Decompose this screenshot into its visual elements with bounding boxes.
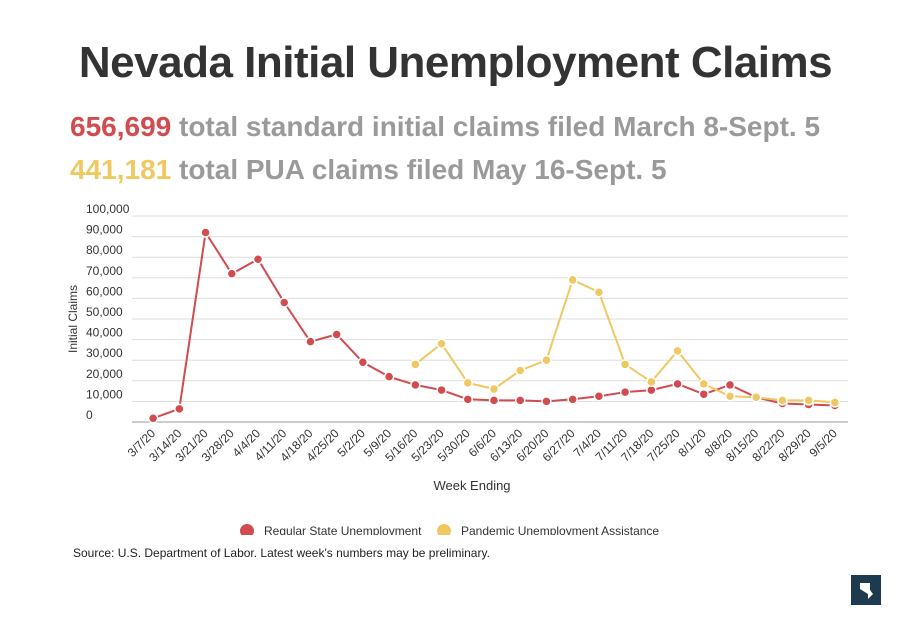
data-point — [488, 383, 500, 395]
standard-claims-stat: 656,699 total standard initial claims fi… — [70, 111, 820, 143]
data-point — [803, 395, 814, 406]
data-point — [331, 329, 342, 340]
y-tick-label: 50,000 — [86, 305, 123, 319]
data-point — [567, 274, 578, 286]
data-point — [383, 371, 395, 382]
y-tick-label: 80,000 — [86, 243, 123, 257]
data-point — [724, 379, 736, 391]
data-point — [226, 268, 238, 279]
data-point — [462, 377, 474, 389]
data-point — [646, 376, 657, 388]
y-tick-label: 40,000 — [86, 326, 123, 340]
data-point — [724, 391, 736, 402]
data-point — [200, 227, 211, 238]
data-point — [462, 394, 474, 405]
data-point — [305, 336, 316, 347]
data-point — [777, 395, 788, 406]
data-point — [252, 254, 264, 265]
pua-claims-total: 441,181 — [70, 154, 172, 185]
data-point — [514, 395, 526, 406]
chart-title: Nevada Initial Unemployment Claims — [78, 38, 833, 87]
data-point — [672, 378, 683, 390]
data-point — [147, 413, 159, 424]
standard-claims-text: total standard initial claims filed Marc… — [179, 111, 821, 142]
y-tick-label: 30,000 — [86, 346, 123, 360]
data-point — [619, 386, 631, 398]
nevada-logo-icon — [851, 575, 881, 605]
data-point — [436, 384, 447, 396]
data-point — [410, 379, 421, 391]
data-point — [593, 286, 605, 298]
legend-label: Pandemic Unemployment Assistance — [461, 524, 659, 535]
line-chart: 0 10,000 20,000 30,000 40,000 50,000 60,000 70,… — [66, 202, 848, 535]
data-point — [698, 388, 710, 400]
pua-claims-text: total PUA claims filed May 16-Sept. 5 — [179, 154, 667, 185]
data-point — [278, 297, 290, 308]
legend-label: Regular State Unemployment — [264, 524, 422, 535]
y-tick-label: 70,000 — [86, 264, 123, 278]
data-point — [357, 357, 369, 368]
legend-marker — [437, 524, 451, 535]
pua-claims-stat: 441,181 total PUA claims filed May 16-Se… — [70, 154, 667, 186]
data-point — [698, 378, 710, 390]
x-tick-label: 5/2/20 — [335, 426, 369, 460]
source-note: Source: U.S. Department of Labor. Latest… — [73, 546, 490, 560]
data-point — [174, 403, 185, 415]
data-point — [593, 391, 605, 402]
data-point — [750, 392, 762, 403]
data-point — [436, 338, 447, 349]
data-point — [488, 395, 500, 406]
y-tick-label: 100,000 — [86, 202, 130, 216]
data-point — [567, 394, 578, 405]
data-point — [619, 359, 631, 370]
x-tick-label: 8/1/20 — [675, 426, 709, 460]
data-point — [672, 345, 683, 357]
y-tick-label: 10,000 — [86, 387, 123, 401]
data-point — [541, 354, 552, 366]
y-tick-label: 60,000 — [86, 284, 123, 298]
x-axis-title: Week Ending — [433, 478, 510, 493]
x-tick-label: 9/5/20 — [807, 426, 841, 460]
data-point — [410, 359, 421, 370]
y-axis-title: Initial Claims — [66, 285, 80, 353]
data-point — [829, 397, 841, 408]
standard-claims-total: 656,699 — [70, 111, 172, 142]
y-tick-label: 0 — [86, 408, 93, 422]
data-point — [514, 365, 526, 376]
legend-marker — [240, 524, 254, 535]
data-point — [541, 396, 552, 407]
y-tick-label: 20,000 — [86, 367, 123, 381]
y-tick-label: 90,000 — [86, 223, 123, 237]
